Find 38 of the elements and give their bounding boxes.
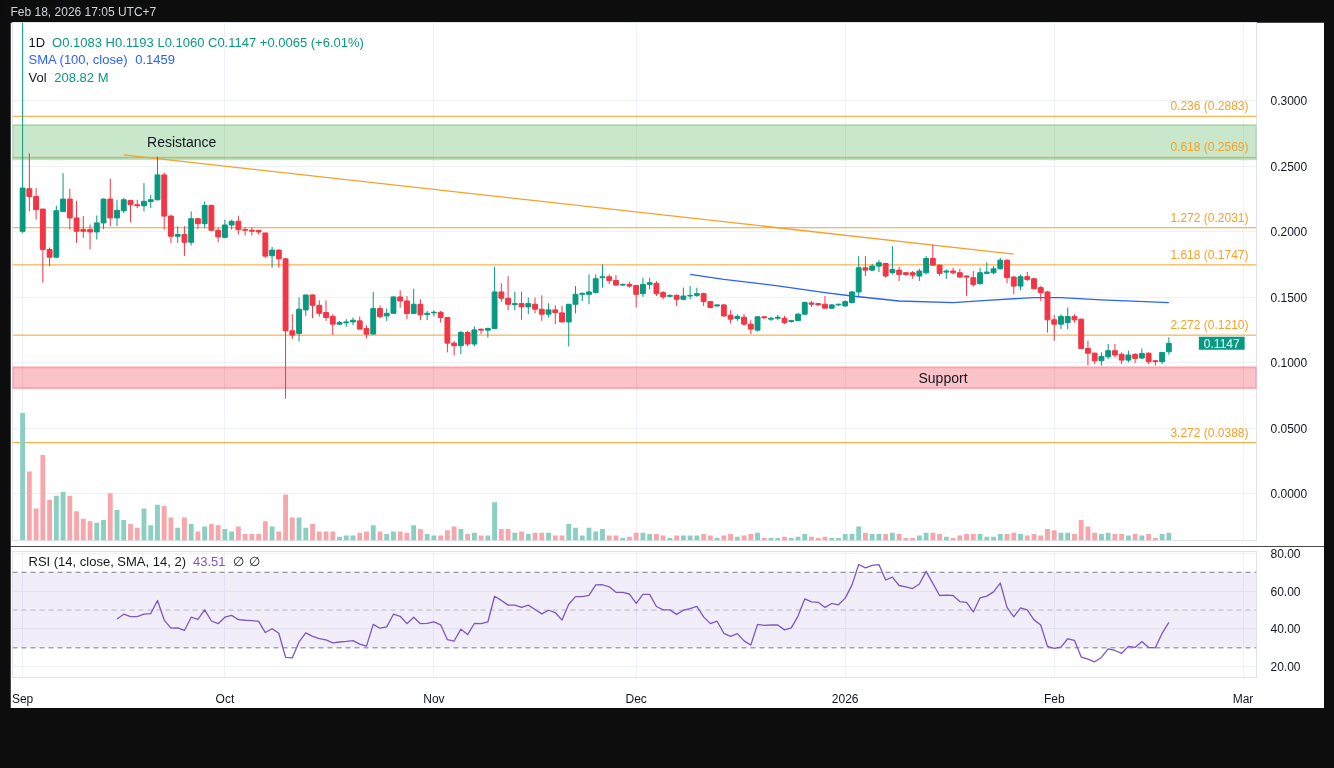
y-tick-label: 80.00 bbox=[1270, 546, 1301, 561]
ref-line-label: 0.236 (0.2883) bbox=[1170, 99, 1249, 114]
y-tick-label: 0.0500 bbox=[1270, 421, 1308, 436]
ref-line-label: 0.618 (0.2569) bbox=[1170, 140, 1249, 155]
y-tick-label: 0.3000 bbox=[1270, 94, 1308, 109]
text: Feb 18, 2026 17:05 UTC+7 bbox=[10, 4, 157, 19]
x-tick-label: Nov bbox=[423, 691, 445, 706]
annotation: 0.1459 bbox=[135, 52, 175, 67]
y-tick-label: 0.1000 bbox=[1270, 356, 1308, 371]
y-tick-label: 0.0000 bbox=[1270, 486, 1308, 501]
annotation: 0.1147 bbox=[1203, 336, 1240, 351]
annotation: 208.82 M bbox=[54, 70, 109, 85]
x-tick-label: Oct bbox=[215, 691, 235, 706]
band-label: Support bbox=[918, 369, 968, 386]
y-tick-label: 0.2500 bbox=[1270, 159, 1308, 174]
annotation: 43.51 bbox=[193, 554, 226, 569]
chart-title: Vol bbox=[28, 70, 47, 85]
ref-line-label: 2.272 (0.1210) bbox=[1170, 318, 1249, 333]
y-tick-label: 0.2000 bbox=[1270, 225, 1308, 240]
x-tick-label: 2026 bbox=[831, 691, 859, 706]
ref-line-label: 1.272 (0.2031) bbox=[1170, 210, 1249, 225]
x-tick-label: Dec bbox=[625, 691, 647, 706]
band-label: Resistance bbox=[147, 134, 217, 151]
text: O0.1083 H0.1193 L0.1060 C0.1147 +0.0065 (+6.01%) bbox=[52, 35, 364, 50]
text: 1D bbox=[28, 35, 46, 50]
annotation: ∅ bbox=[249, 554, 261, 569]
y-tick-label: 0.1500 bbox=[1270, 290, 1308, 305]
ref-line-label: 3.272 (0.0388) bbox=[1170, 425, 1249, 440]
x-tick-label: Sep bbox=[11, 691, 34, 706]
x-tick-label: Mar bbox=[1232, 691, 1254, 706]
chart-title: RSI (14, close, SMA, 14, 2) bbox=[28, 554, 187, 569]
text: SMA (100, close) bbox=[28, 52, 128, 67]
y-tick-label: 60.00 bbox=[1270, 584, 1301, 599]
annotation: ∅ bbox=[232, 554, 244, 569]
y-tick-label: 40.00 bbox=[1270, 622, 1301, 637]
x-tick-label: Feb bbox=[1043, 691, 1065, 706]
ref-line-label: 1.618 (0.1747) bbox=[1170, 247, 1249, 262]
y-tick-label: 20.00 bbox=[1270, 660, 1301, 675]
